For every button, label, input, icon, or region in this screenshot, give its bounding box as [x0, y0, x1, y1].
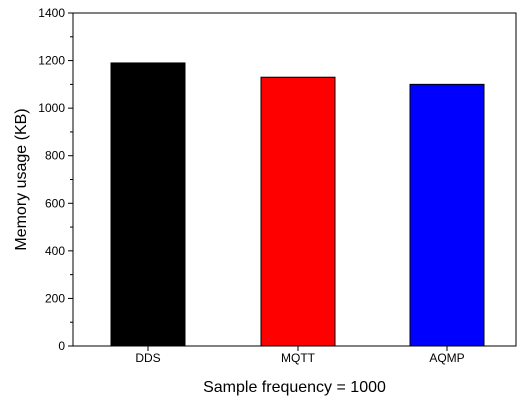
y-axis-title: Memory usage (KB)	[13, 108, 30, 250]
bar-aqmp	[409, 83, 485, 347]
x-tick-label-dds: DDS	[135, 351, 160, 365]
y-tick-label: 400	[45, 244, 65, 258]
y-tick-label: 0	[58, 339, 65, 353]
bar-mqtt	[260, 76, 336, 347]
x-axis-title: Sample frequency = 1000	[203, 379, 386, 396]
y-tick-label: 600	[45, 196, 65, 210]
y-tick-label: 1200	[38, 54, 65, 68]
bar-dds	[110, 62, 186, 347]
plot-frame	[72, 12, 517, 347]
labels-layer: DDS MQTT AQMP 0 200 400 600 800 1000 1200 1400	[38, 6, 464, 365]
y-tick-label: 1000	[38, 101, 65, 115]
y-tick-label: 1400	[38, 6, 65, 20]
x-tick-label-aqmp: AQMP	[429, 351, 464, 365]
x-tick-label-mqtt: MQTT	[281, 351, 316, 365]
y-tick-label: 800	[45, 149, 65, 163]
bars-layer	[110, 62, 485, 347]
y-tick-label: 200	[45, 291, 65, 305]
